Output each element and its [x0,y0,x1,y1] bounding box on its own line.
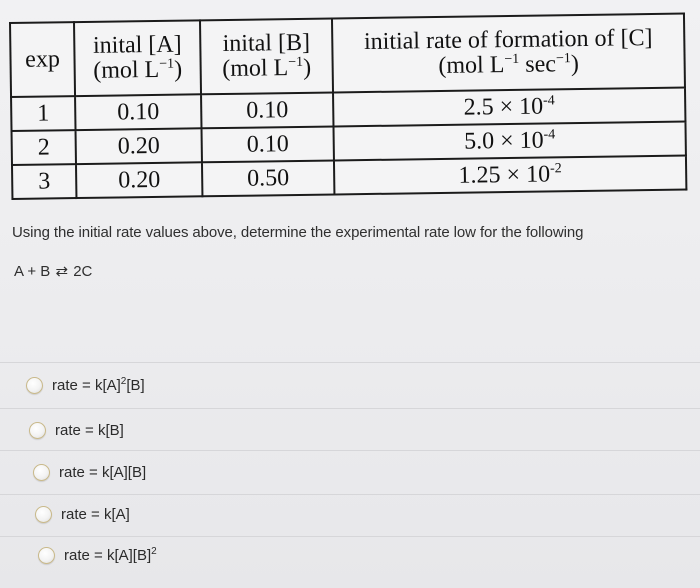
cell-rate: 5.0 × 10-4 [333,121,686,161]
header-rate-line2a: (mol L [438,52,505,80]
cell-exp: 2 [11,130,76,165]
header-rate-exponent-1: −1 [504,51,520,68]
cell-rate: 1.25 × 10-2 [333,155,687,195]
rate-data-table: exp inital [A] (mol L−1) inital [B] (mol… [9,12,688,200]
header-b-exponent: −1 [288,54,304,71]
answer-divider [0,362,700,363]
answer-option[interactable]: rate = k[A]2[B] [26,373,145,397]
cell-rate-exponent: -4 [542,92,555,109]
header-b-line1: inital [B] [222,29,311,58]
header-rate-line1: initial rate of formation of [C] [363,25,653,56]
reaction-equation: A + B ⇄ 2C [14,262,92,280]
reaction-products: 2C [73,263,93,280]
cell-b: 0.10 [201,126,334,163]
option-label: rate = k[A][B] [59,464,146,481]
header-a-exponent: −1 [159,56,175,72]
radio-button-icon[interactable] [33,463,50,481]
option-text-pre: rate = k[A][B] [64,547,152,564]
radio-button-icon[interactable] [35,505,52,523]
header-b-line2: (mol L [222,55,289,83]
answer-divider [0,536,700,537]
cell-a: 0.20 [75,128,202,165]
header-b-close: ) [302,54,312,81]
cell-b: 0.50 [201,160,335,197]
header-exp: exp [10,22,76,97]
option-label: rate = k[A][B]2 [64,546,157,564]
answer-divider [0,494,700,495]
header-a-line1: inital [A] [92,31,182,59]
header-initial-b: inital [B] (mol L−1) [199,18,334,95]
reaction-reactants: A + B [14,263,51,280]
option-exponent: 2 [151,546,157,557]
cell-rate: 2.5 × 10-4 [333,87,686,127]
header-initial-a: inital [A] (mol L−1) [74,20,202,97]
cell-a: 0.10 [75,94,202,131]
option-text-pre: rate = k[B] [55,421,124,439]
rate-data-table-container: exp inital [A] (mol L−1) inital [B] (mol… [9,12,688,200]
cell-a: 0.20 [75,162,203,199]
cell-rate-mantissa: 1.25 × 10 [458,160,551,189]
option-text-pre: rate = k[A] [52,377,121,394]
header-exp-label: exp [25,45,61,73]
option-label: rate = k[A]2[B] [52,376,145,394]
answer-option[interactable]: rate = k[A][B] [33,460,146,484]
answer-divider [0,450,700,451]
cell-b: 0.10 [201,92,334,129]
header-a-close: ) [173,56,183,83]
option-label: rate = k[B] [55,422,124,439]
cell-exp: 1 [11,96,76,131]
cell-exp: 3 [11,164,77,199]
answer-option[interactable]: rate = k[B] [29,418,124,442]
option-exponent: 2 [120,376,127,387]
cell-rate-exponent: -4 [543,126,556,143]
option-text-post: [B] [126,377,145,394]
header-initial-rate: initial rate of formation of [C] (mol L−… [331,13,685,93]
header-rate-close: ) [570,51,580,78]
cell-rate-mantissa: 2.5 × 10 [463,93,544,121]
radio-button-icon[interactable] [38,546,55,564]
option-text-pre: rate = k[A][B] [59,463,147,481]
radio-button-icon[interactable] [26,376,43,394]
question-text: Using the initial rate values above, det… [12,224,584,241]
answer-divider [0,408,700,409]
equilibrium-arrows-icon: ⇄ [55,263,69,280]
option-label: rate = k[A] [61,506,130,523]
cell-rate-exponent: -2 [549,160,562,176]
radio-button-icon[interactable] [29,421,46,439]
cell-rate-mantissa: 5.0 × 10 [463,127,544,155]
table-header-row: exp inital [A] (mol L−1) inital [B] (mol… [10,13,685,97]
option-text-pre: rate = k[A] [61,505,130,523]
header-rate-exponent-2: −1 [555,51,571,67]
header-rate-line2b: sec [519,51,557,78]
answer-option[interactable]: rate = k[A][B]2 [38,543,157,567]
answer-option[interactable]: rate = k[A] [35,502,130,526]
header-a-line2: (mol L [93,56,160,84]
